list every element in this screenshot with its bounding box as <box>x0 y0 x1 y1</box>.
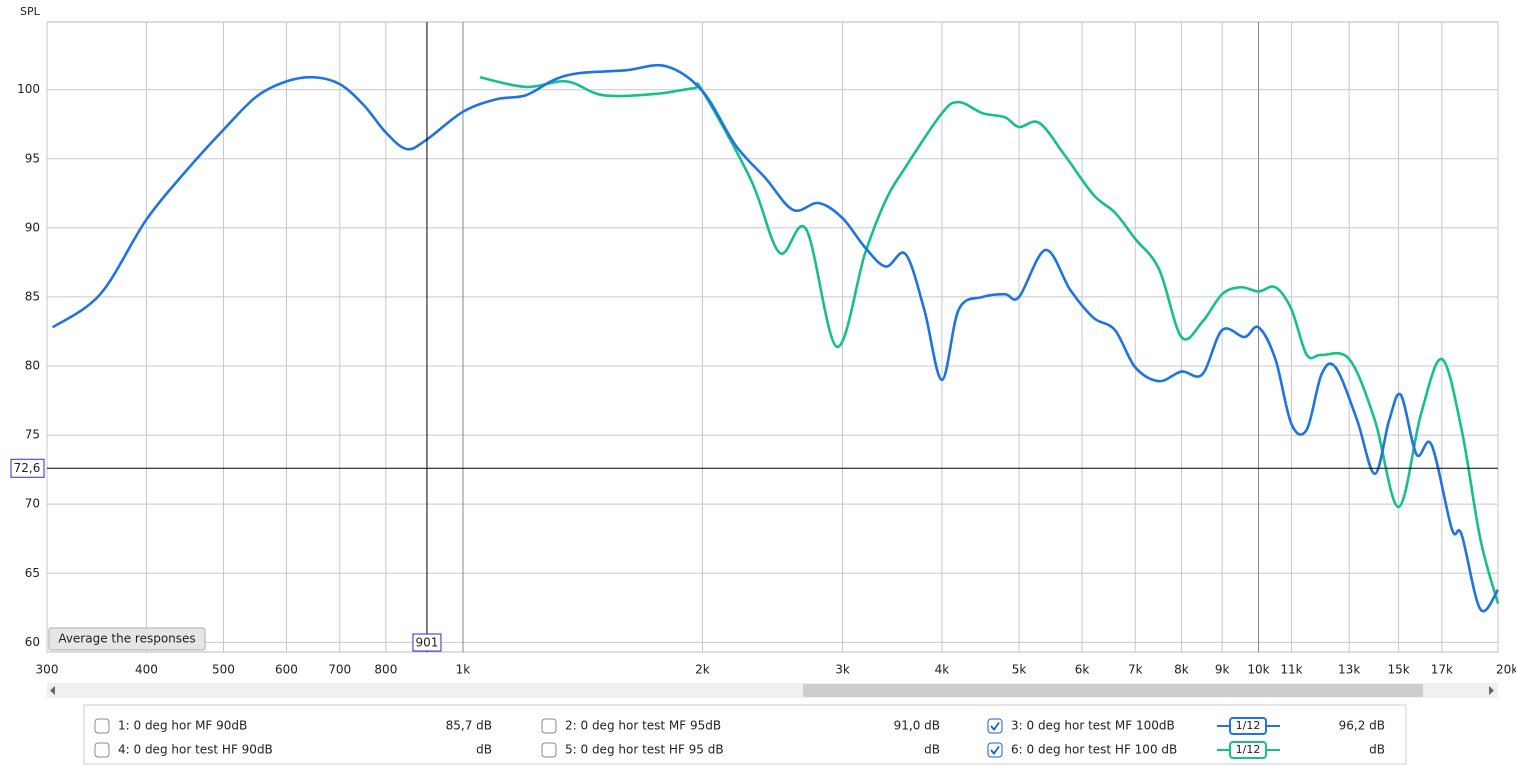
y-tick-label: 65 <box>25 566 40 580</box>
series-reading: 85,7 dB <box>446 719 492 733</box>
y-tick-label: 100 <box>17 82 40 96</box>
x-tick-label: 11k <box>1280 663 1302 677</box>
series-checkbox[interactable] <box>94 742 110 758</box>
x-tick-label: 500 <box>212 663 235 677</box>
average-button[interactable] <box>48 627 206 651</box>
y-tick-label: 95 <box>25 151 40 165</box>
y-tick-label: 60 <box>25 635 40 649</box>
series-checkbox[interactable] <box>987 718 1003 734</box>
x-tick-label: 600 <box>275 663 298 677</box>
scroll-left[interactable] <box>50 686 55 695</box>
series-name[interactable]: 3: 0 deg hor test MF 100dB <box>1011 719 1175 733</box>
y-tick-label: 90 <box>25 220 40 234</box>
x-tick-label: 6k <box>1075 663 1090 677</box>
response-curve <box>479 75 1500 604</box>
x-tick-label: 8k <box>1174 663 1189 677</box>
series-name[interactable]: 2: 0 deg hor test MF 95dB <box>565 719 721 733</box>
legend-panel <box>83 704 1407 765</box>
x-tick-label: 9k <box>1215 663 1230 677</box>
series-reading: 91,0 dB <box>894 719 940 733</box>
plot-area <box>46 21 1499 653</box>
y-tick-label: 85 <box>25 289 40 303</box>
x-tick-label: 1k <box>456 663 471 677</box>
x-tick-label: 5k <box>1012 663 1027 677</box>
cursor-x-label: 901 <box>416 636 439 650</box>
x-tick-label: 17k <box>1431 663 1453 677</box>
x-tick-label: 700 <box>328 663 351 677</box>
response-curve <box>51 63 1500 613</box>
series-reading: 96,2 dB <box>1339 719 1385 733</box>
series-name[interactable]: 6: 0 deg hor test HF 100 dB <box>1011 743 1177 757</box>
series-name[interactable]: 1: 0 deg hor MF 90dB <box>118 719 247 733</box>
x-tick-label: 20kHz <box>1496 663 1516 677</box>
y-tick-label: 70 <box>25 497 40 511</box>
cursor-y-box <box>10 458 45 478</box>
smoothing-label[interactable]: 1/12 <box>1236 719 1261 732</box>
x-tick-label: 800 <box>374 663 397 677</box>
x-tick-label: 10k <box>1247 663 1269 677</box>
smoothing-box[interactable] <box>1229 741 1267 759</box>
y-tick-label: 75 <box>25 428 40 442</box>
y-tick-label: 80 <box>25 359 40 373</box>
x-tick-label: 2k <box>695 663 710 677</box>
x-tick-label: 13k <box>1338 663 1360 677</box>
series-reading: dB <box>924 743 940 757</box>
series-checkbox[interactable] <box>987 742 1003 758</box>
series-checkbox[interactable] <box>541 718 557 734</box>
x-tick-label: 4k <box>935 663 950 677</box>
x-tick-label: 3k <box>835 663 850 677</box>
cursor-x-box <box>412 633 442 652</box>
x-tick-label: 400 <box>135 663 158 677</box>
series-checkbox[interactable] <box>94 718 110 734</box>
series-reading: dB <box>1369 743 1385 757</box>
checkmark <box>990 745 1000 755</box>
x-tick-label: 7k <box>1128 663 1143 677</box>
series-reading: dB <box>476 743 492 757</box>
checkmark <box>990 721 1000 731</box>
scrollbar-thumb[interactable] <box>803 684 1423 697</box>
cursor-y-label: 72,6 <box>14 461 41 475</box>
series-checkbox[interactable] <box>541 742 557 758</box>
series-name[interactable]: 5: 0 deg hor test HF 95 dB <box>565 743 724 757</box>
x-tick-label: 15k <box>1387 663 1409 677</box>
scroll-right[interactable] <box>1489 686 1494 695</box>
average-button-label[interactable]: Average the responses <box>58 632 195 646</box>
y-axis-label: SPL <box>20 5 41 18</box>
smoothing-box[interactable] <box>1229 717 1267 735</box>
series-name[interactable]: 4: 0 deg hor test HF 90dB <box>118 743 273 757</box>
smoothing-label[interactable]: 1/12 <box>1236 743 1261 756</box>
x-tick-label: 300 <box>36 663 59 677</box>
